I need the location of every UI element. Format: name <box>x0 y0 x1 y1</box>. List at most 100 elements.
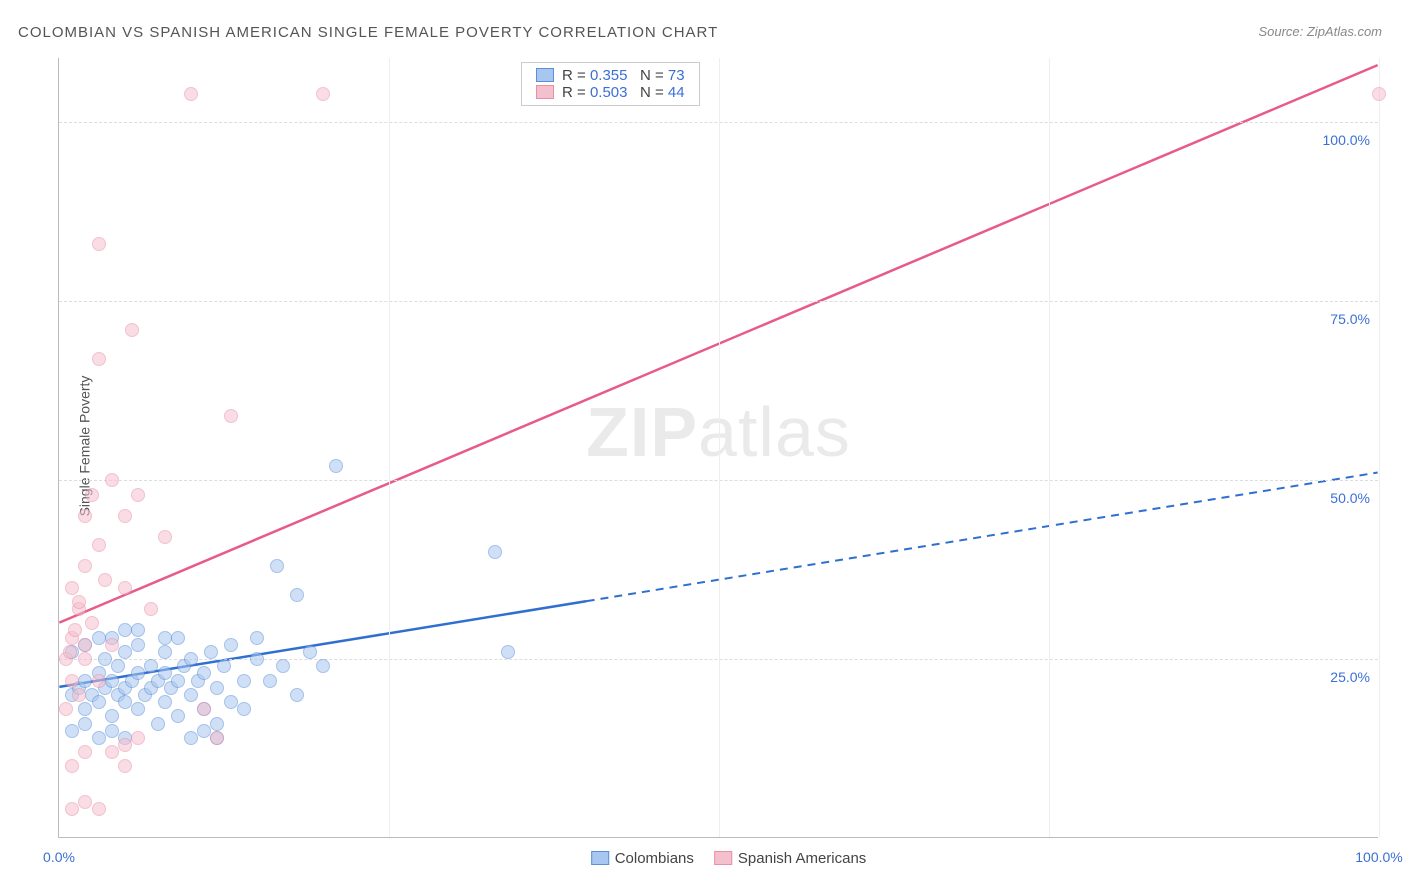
data-point <box>63 645 77 659</box>
legend-row: R = 0.355 N = 73 <box>536 67 685 84</box>
data-point <box>171 674 185 688</box>
legend-label: Spanish Americans <box>738 850 866 867</box>
data-point <box>276 659 290 673</box>
data-point <box>197 666 211 680</box>
legend-series: Colombians Spanish Americans <box>571 850 867 867</box>
data-point <box>210 731 224 745</box>
data-point <box>78 795 92 809</box>
data-point <box>118 759 132 773</box>
data-point <box>210 717 224 731</box>
data-point <box>1372 87 1386 101</box>
legend-label: Colombians <box>615 850 694 867</box>
data-point <box>92 352 106 366</box>
data-point <box>158 695 172 709</box>
data-point <box>118 509 132 523</box>
data-point <box>111 659 125 673</box>
gridline-v <box>389 58 390 837</box>
data-point <box>78 702 92 716</box>
data-point <box>224 409 238 423</box>
data-point <box>270 559 284 573</box>
legend-correlation: R = 0.355 N = 73R = 0.503 N = 44 <box>521 62 700 106</box>
data-point <box>144 659 158 673</box>
data-point <box>65 759 79 773</box>
data-point <box>217 659 231 673</box>
data-point <box>197 724 211 738</box>
data-point <box>290 688 304 702</box>
data-point <box>59 702 73 716</box>
data-point <box>65 581 79 595</box>
data-point <box>72 595 86 609</box>
data-point <box>78 745 92 759</box>
data-point <box>68 623 82 637</box>
data-point <box>237 674 251 688</box>
data-point <box>92 237 106 251</box>
data-point <box>105 638 119 652</box>
data-point <box>158 530 172 544</box>
data-point <box>224 638 238 652</box>
y-tick-label: 100.0% <box>1323 132 1370 148</box>
gridline-v <box>1049 58 1050 837</box>
data-point <box>118 645 132 659</box>
legend-row: R = 0.503 N = 44 <box>536 84 685 101</box>
gridline-v <box>719 58 720 837</box>
data-point <box>78 638 92 652</box>
data-point <box>118 623 132 637</box>
data-point <box>144 602 158 616</box>
data-point <box>204 645 218 659</box>
data-point <box>184 652 198 666</box>
data-point <box>237 702 251 716</box>
data-point <box>92 538 106 552</box>
x-tick-label: 0.0% <box>43 849 75 865</box>
data-point <box>184 87 198 101</box>
data-point <box>131 488 145 502</box>
data-point <box>151 717 165 731</box>
data-point <box>501 645 515 659</box>
data-point <box>118 738 132 752</box>
data-point <box>329 459 343 473</box>
chart-container: COLOMBIAN VS SPANISH AMERICAN SINGLE FEM… <box>0 0 1406 892</box>
y-tick-label: 25.0% <box>1330 669 1370 685</box>
data-point <box>105 674 119 688</box>
data-point <box>250 652 264 666</box>
data-point <box>78 652 92 666</box>
data-point <box>158 631 172 645</box>
data-point <box>158 645 172 659</box>
plot-area: ZIPatlas R = 0.355 N = 73R = 0.503 N = 4… <box>58 58 1378 838</box>
data-point <box>98 573 112 587</box>
data-point <box>118 695 132 709</box>
data-point <box>118 581 132 595</box>
data-point <box>105 709 119 723</box>
data-point <box>65 724 79 738</box>
gridline-v <box>1379 58 1380 837</box>
legend-swatch <box>714 851 732 865</box>
y-tick-label: 50.0% <box>1330 490 1370 506</box>
data-point <box>105 724 119 738</box>
data-point <box>65 674 79 688</box>
data-point <box>224 695 238 709</box>
data-point <box>78 509 92 523</box>
data-point <box>92 802 106 816</box>
data-point <box>131 731 145 745</box>
data-point <box>263 674 277 688</box>
data-point <box>85 488 99 502</box>
data-point <box>78 674 92 688</box>
data-point <box>303 645 317 659</box>
data-point <box>250 631 264 645</box>
data-point <box>105 473 119 487</box>
data-point <box>92 674 106 688</box>
data-point <box>72 688 86 702</box>
data-point <box>78 559 92 573</box>
data-point <box>92 731 106 745</box>
data-point <box>210 681 224 695</box>
data-point <box>98 652 112 666</box>
data-point <box>197 702 211 716</box>
data-point <box>158 666 172 680</box>
data-point <box>92 695 106 709</box>
data-point <box>131 623 145 637</box>
data-point <box>131 666 145 680</box>
data-point <box>171 709 185 723</box>
data-point <box>85 616 99 630</box>
data-point <box>131 638 145 652</box>
y-tick-label: 75.0% <box>1330 311 1370 327</box>
data-point <box>290 588 304 602</box>
